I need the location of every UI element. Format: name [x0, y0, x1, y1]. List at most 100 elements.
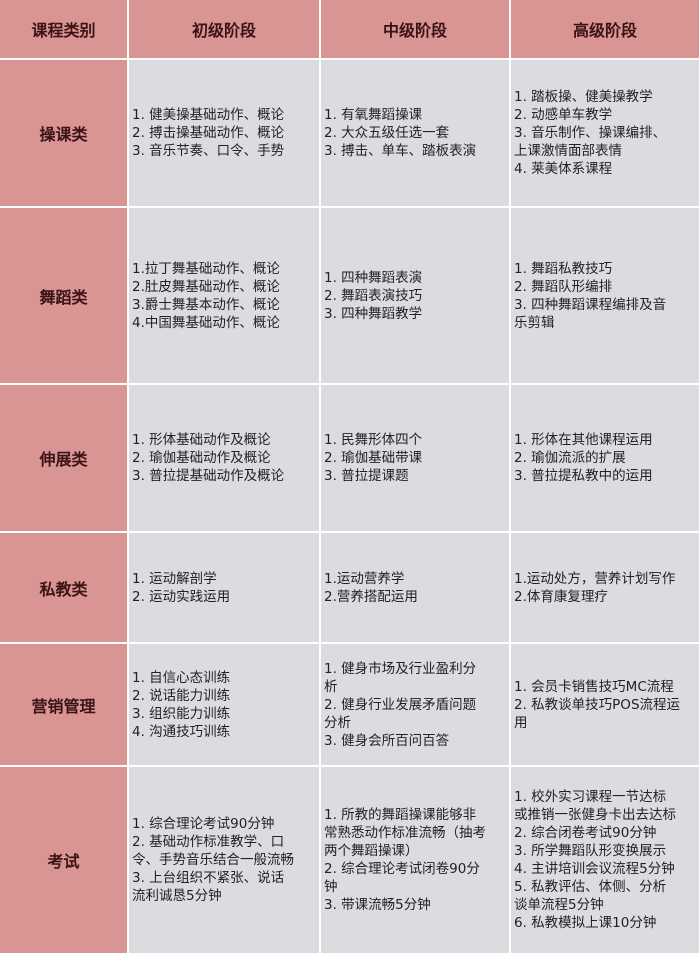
cell-line: 1. 综合理论考试90分钟 [132, 816, 275, 832]
cell-line: 2.肚皮舞基础动作、概论 [132, 278, 280, 295]
intermediate-cell: 1. 有氧舞蹈操课 2. 大众五级任选一套 3. 搏击、单车、踏板表演 [321, 60, 509, 206]
cell-line: 1. 形体基础动作及概论 [132, 432, 271, 448]
cell-line: 2. 健身行业发展矛盾问题 [324, 696, 477, 713]
cell-line: 1.拉丁舞基础动作、概论 [132, 260, 280, 277]
cell-line: 1. 四种舞蹈表演 [324, 269, 423, 286]
cell-line: 2.营养搭配运用 [324, 588, 418, 605]
cell-line: 2. 动感单车教学 [514, 107, 613, 123]
cell-line: 2. 瑜伽基础带课 [324, 450, 423, 466]
cell-line: 2.体育康复理疗 [514, 588, 608, 605]
cell-line: 4. 沟通技巧训练 [132, 723, 231, 740]
intermediate-cell: 1. 民舞形体四个 2. 瑜伽基础带课 3. 普拉提课题 [321, 385, 509, 531]
cell-line: 2. 瑜伽流派的扩展 [514, 450, 626, 466]
beginner-cell: 1. 综合理论考试90分钟 2. 基础动作标准教学、口 令、手势音乐结合一般流畅 3.… [129, 767, 319, 953]
cell-line: 5. 私教评估、体侧、分析 [514, 879, 667, 895]
cell-line: 令、手势音乐结合一般流畅 [132, 852, 294, 868]
table-row: 考试 1. 综合理论考试90分钟 2. 基础动作标准教学、口 令、手势音乐结合一般流畅… [0, 767, 699, 953]
cell-line: 2. 搏击操基础动作、概论 [132, 125, 285, 141]
cell-line: 1. 民舞形体四个 [324, 432, 423, 448]
cell-line: 用 [514, 714, 528, 731]
advanced-cell: 1. 踏板操、健美操教学 2. 动感单车教学 3. 音乐制作、操课编排、 上课激情面部… [511, 60, 699, 206]
cell-line: 1. 校外实习课程一节达标 [514, 789, 667, 805]
cell-line: 3. 健身会所百问百答 [324, 732, 450, 749]
advanced-cell: 1. 形体在其他课程运用 2. 瑜伽流派的扩展 3. 普拉提私教中的运用 [511, 385, 699, 531]
category-cell: 操课类 [0, 60, 127, 206]
cell-line: 1. 运动解剖学 [132, 570, 217, 587]
cell-line: 1. 所教的舞蹈操课能够非 [324, 807, 477, 823]
intermediate-cell: 1. 所教的舞蹈操课能够非 常熟悉动作标准流畅（抽考 两个舞蹈操课） 2. 综合理论考… [321, 767, 509, 953]
table-row: 操课类 1. 健美操基础动作、概论 2. 搏击操基础动作、概论 3. 音乐节奏、口令、… [0, 60, 699, 206]
cell-line: 3. 组织能力训练 [132, 705, 231, 722]
advanced-cell: 1. 会员卡销售技巧MC流程 2. 私教谈单技巧POS流程运用 [511, 644, 699, 765]
category-cell: 考试 [0, 767, 127, 953]
cell-line: 2. 瑜伽基础动作及概论 [132, 450, 271, 466]
table-row: 舞蹈类 1.拉丁舞基础动作、概论 2.肚皮舞基础动作、概论 3.爵士舞基本动作、概论 4… [0, 208, 699, 383]
cell-line: 两个舞蹈操课） [324, 843, 419, 859]
cell-line: 2. 综合理论考试闭卷90分 [324, 861, 480, 877]
beginner-cell: 1. 运动解剖学 2. 运动实践运用 [129, 533, 319, 642]
category-cell: 营销管理 [0, 644, 127, 765]
cell-line: 2. 舞蹈队形编排 [514, 278, 613, 295]
cell-line: 6. 私教模拟上课10分钟 [514, 915, 657, 931]
cell-line: 3. 四种舞蹈课程编排及音 [514, 296, 667, 313]
cell-line: 流利诚恳5分钟 [132, 888, 222, 904]
cell-line: 2. 私教谈单技巧POS流程运 [514, 696, 681, 713]
beginner-cell: 1. 健美操基础动作、概论 2. 搏击操基础动作、概论 3. 音乐节奏、口令、手势 [129, 60, 319, 206]
category-cell: 舞蹈类 [0, 208, 127, 383]
cell-line: 3. 普拉提私教中的运用 [514, 468, 653, 484]
cell-line: 乐剪辑 [514, 314, 555, 331]
cell-line: 钟 [324, 879, 338, 895]
cell-line: 4.中国舞基础动作、概论 [132, 314, 280, 331]
cell-line: 3. 普拉提课题 [324, 468, 409, 484]
cell-line: 3. 四种舞蹈教学 [324, 305, 423, 322]
cell-line: 1. 有氧舞蹈操课 [324, 107, 423, 123]
cell-line: 1. 形体在其他课程运用 [514, 432, 653, 448]
intermediate-cell: 1.运动营养学 2.营养搭配运用 [321, 533, 509, 642]
advanced-cell: 1. 校外实习课程一节达标 或推销一张健身卡出去达标 2. 综合闭卷考试90分钟 3.… [511, 767, 699, 953]
beginner-cell: 1. 自信心态训练 2. 说话能力训练 3. 组织能力训练 4. 沟通技巧训练 [129, 644, 319, 765]
cell-line: 分析 [324, 714, 351, 731]
cell-line: 1. 健身市场及行业盈利分 [324, 660, 477, 677]
cell-line: 2. 大众五级任选一套 [324, 125, 450, 141]
header-beginner: 初级阶段 [129, 0, 319, 58]
beginner-cell: 1. 形体基础动作及概论 2. 瑜伽基础动作及概论 3. 普拉提基础动作及概论 [129, 385, 319, 531]
cell-line: 2. 综合闭卷考试90分钟 [514, 825, 657, 841]
intermediate-cell: 1. 健身市场及行业盈利分析 2. 健身行业发展矛盾问题 分析 3. 健身会所百问百答 [321, 644, 509, 765]
cell-line: 常熟悉动作标准流畅（抽考 [324, 825, 486, 841]
category-cell: 伸展类 [0, 385, 127, 531]
cell-line: 1. 自信心态训练 [132, 669, 231, 686]
cell-line: 3. 带课流畅5分钟 [324, 897, 431, 913]
table-row: 伸展类 1. 形体基础动作及概论 2. 瑜伽基础动作及概论 3. 普拉提基础动作及概论… [0, 385, 699, 531]
cell-line: 或推销一张健身卡出去达标 [514, 807, 676, 823]
cell-line: 析 [324, 678, 338, 695]
cell-line: 1. 健美操基础动作、概论 [132, 107, 285, 123]
beginner-cell: 1.拉丁舞基础动作、概论 2.肚皮舞基础动作、概论 3.爵士舞基本动作、概论 4.中国… [129, 208, 319, 383]
cell-line: 2. 说话能力训练 [132, 687, 231, 704]
header-row: 课程类别 初级阶段 中级阶段 高级阶段 [0, 0, 699, 58]
header-advanced: 高级阶段 [511, 0, 699, 58]
table-row: 营销管理 1. 自信心态训练 2. 说话能力训练 3. 组织能力训练 4. 沟通技巧训练… [0, 644, 699, 765]
header-intermediate: 中级阶段 [321, 0, 509, 58]
cell-line: 谈单流程5分钟 [514, 897, 604, 913]
cell-line: 3. 所学舞蹈队形变换展示 [514, 843, 667, 859]
cell-line: 3. 音乐节奏、口令、手势 [132, 143, 285, 159]
cell-line: 4. 莱美体系课程 [514, 161, 613, 177]
cell-line: 1. 会员卡销售技巧MC流程 [514, 678, 674, 695]
cell-line: 3. 上台组织不紧张、说话 [132, 870, 285, 886]
cell-line: 4. 主讲培训会议流程5分钟 [514, 861, 675, 877]
header-category: 课程类别 [0, 0, 127, 58]
cell-line: 3. 音乐制作、操课编排、 [514, 125, 667, 141]
cell-line: 2. 基础动作标准教学、口 [132, 834, 285, 850]
advanced-cell: 1. 舞蹈私教技巧 2. 舞蹈队形编排 3. 四种舞蹈课程编排及音 乐剪辑 [511, 208, 699, 383]
cell-line: 上课激情面部表情 [514, 143, 622, 159]
cell-line: 1.运动处方，营养计划写作 [514, 570, 676, 587]
table-row: 私教类 1. 运动解剖学 2. 运动实践运用 1.运动营养学 2.营养搭配运用 1.运动处… [0, 533, 699, 642]
cell-line: 1.运动营养学 [324, 570, 405, 587]
cell-line: 3. 搏击、单车、踏板表演 [324, 143, 477, 159]
cell-line: 3. 普拉提基础动作及概论 [132, 468, 285, 484]
cell-line: 3.爵士舞基本动作、概论 [132, 296, 280, 313]
intermediate-cell: 1. 四种舞蹈表演 2. 舞蹈表演技巧 3. 四种舞蹈教学 [321, 208, 509, 383]
category-cell: 私教类 [0, 533, 127, 642]
cell-line: 1. 踏板操、健美操教学 [514, 89, 653, 105]
